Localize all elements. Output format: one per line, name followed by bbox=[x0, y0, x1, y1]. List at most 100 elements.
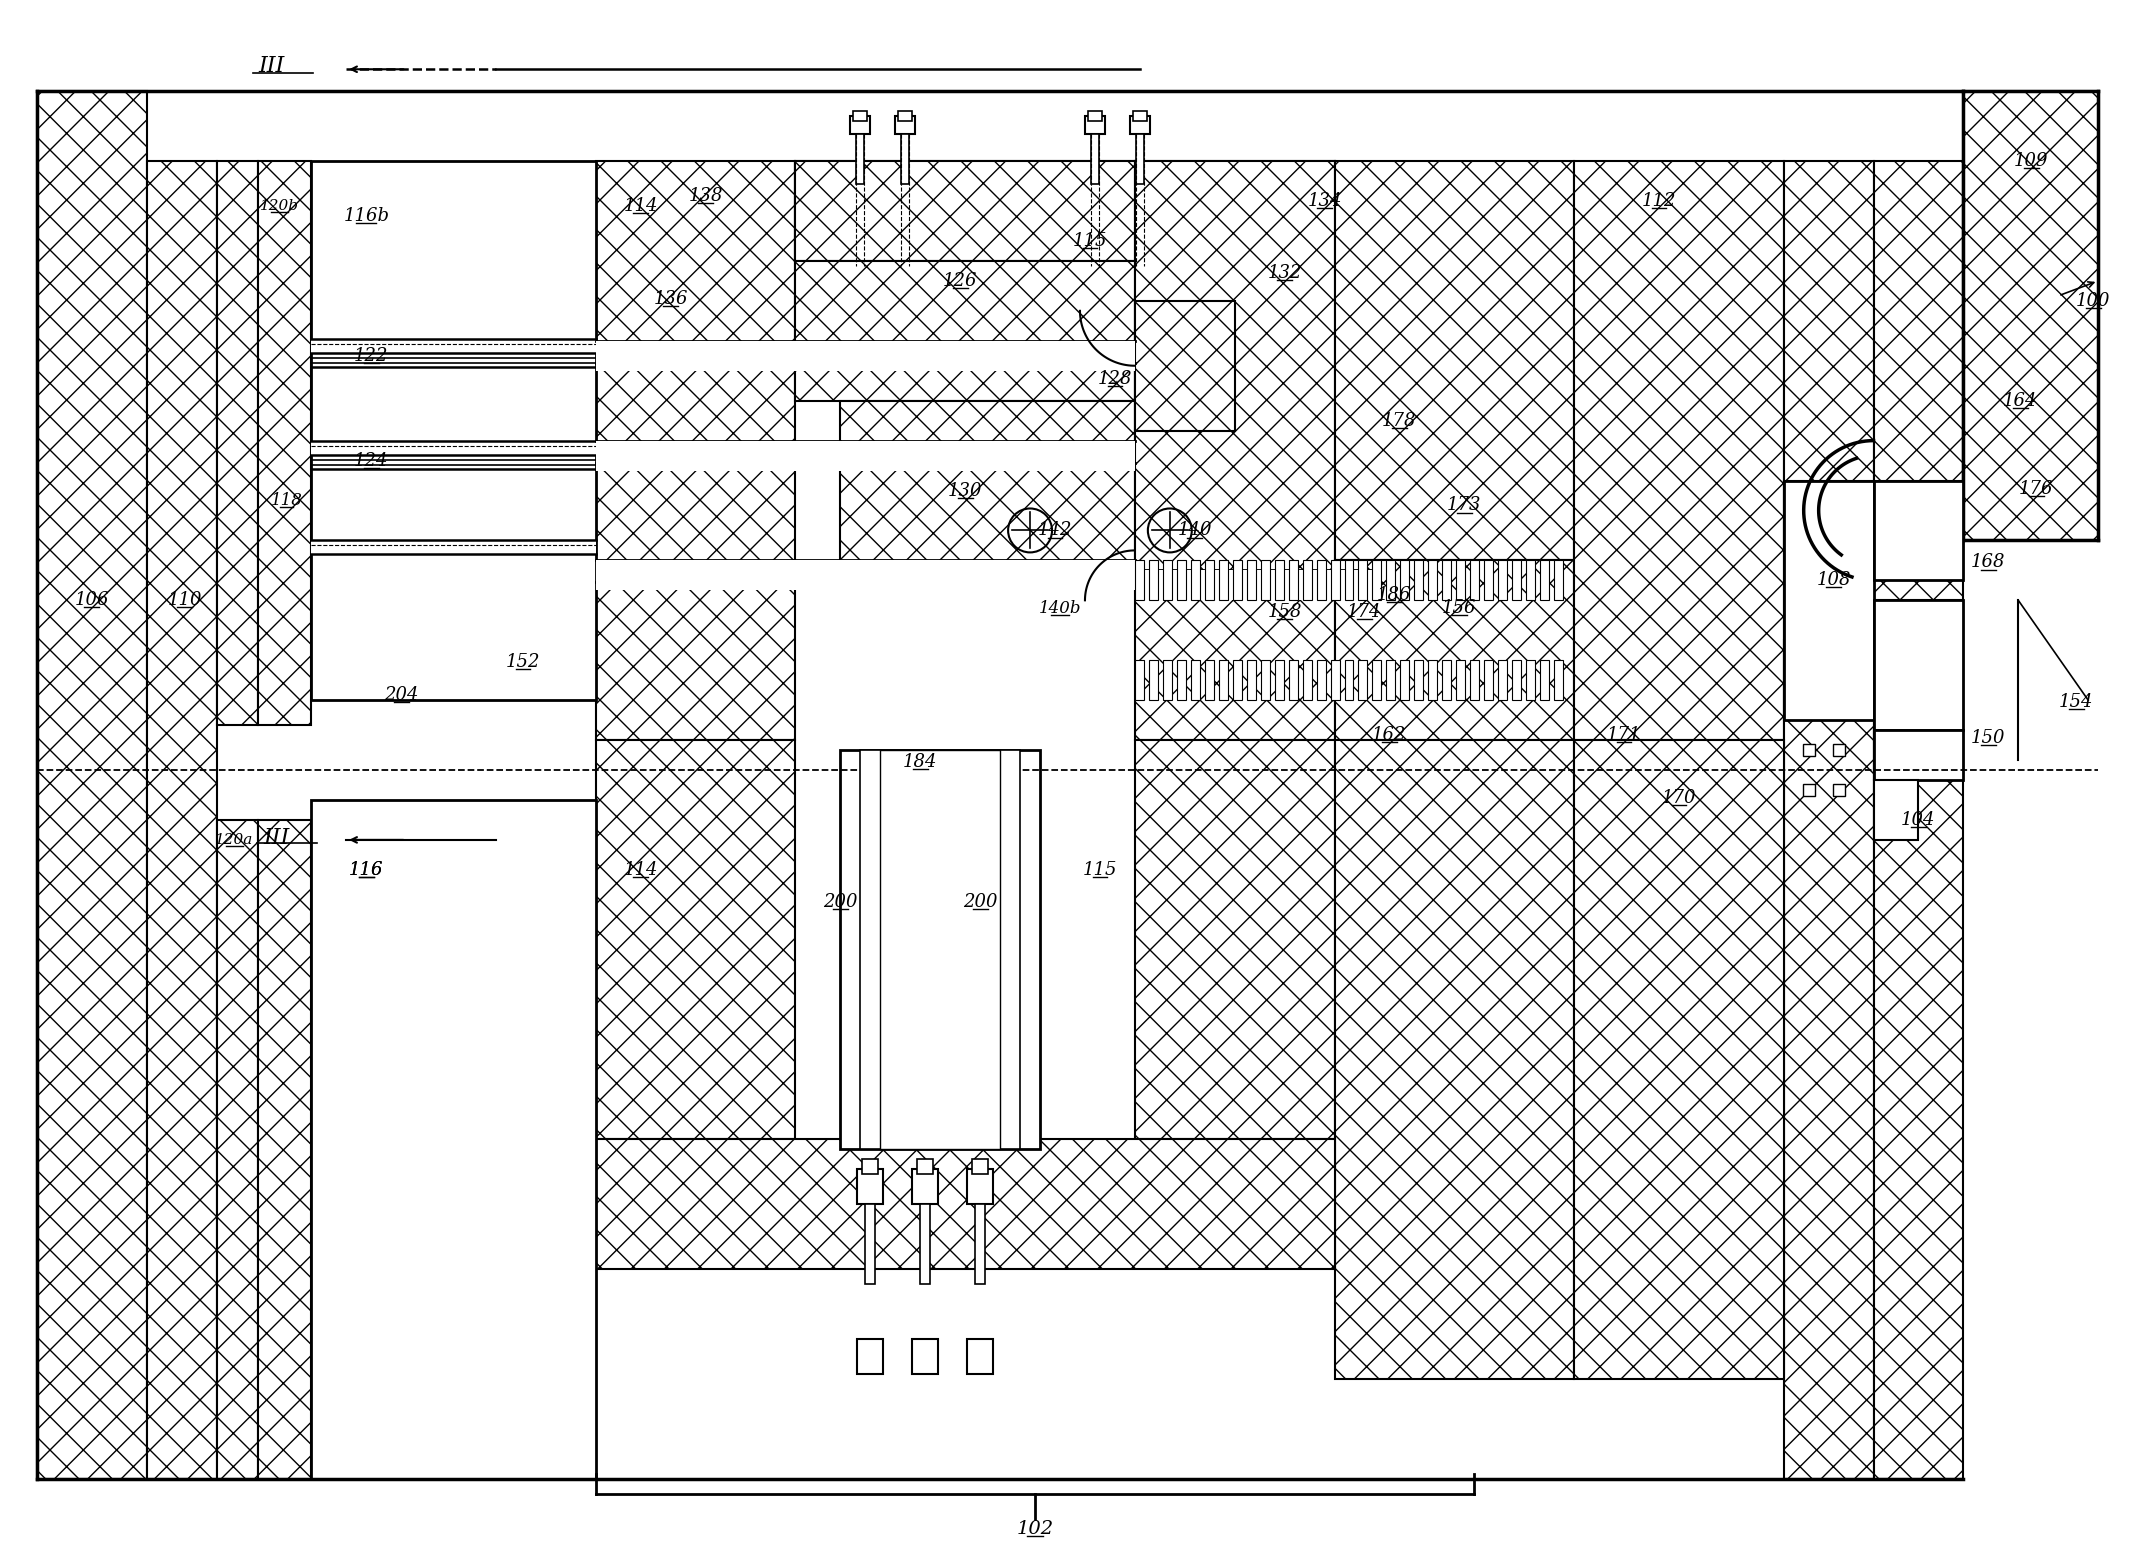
Text: 124: 124 bbox=[355, 451, 389, 470]
Text: 108: 108 bbox=[1816, 571, 1852, 590]
Text: 200: 200 bbox=[822, 893, 859, 910]
Bar bbox=[1784, 481, 1873, 551]
Bar bbox=[1316, 560, 1326, 601]
Text: 114: 114 bbox=[624, 860, 658, 879]
Bar bbox=[1335, 161, 1574, 560]
Bar bbox=[1470, 560, 1480, 601]
Bar bbox=[857, 134, 865, 184]
Bar bbox=[1540, 660, 1549, 701]
Bar bbox=[1574, 161, 1784, 740]
Text: 136: 136 bbox=[654, 290, 688, 308]
Text: 134: 134 bbox=[1307, 192, 1341, 211]
Bar bbox=[1429, 660, 1438, 701]
Bar bbox=[863, 1160, 878, 1174]
Bar bbox=[1232, 660, 1241, 701]
Bar bbox=[596, 740, 795, 1140]
Bar bbox=[1555, 560, 1564, 601]
Bar bbox=[596, 340, 1134, 370]
Text: 110: 110 bbox=[167, 592, 201, 609]
Bar bbox=[1288, 560, 1297, 601]
Bar bbox=[972, 1160, 989, 1174]
Bar bbox=[1303, 660, 1312, 701]
Bar bbox=[1457, 560, 1465, 601]
Bar bbox=[1134, 161, 1335, 261]
Bar bbox=[1275, 660, 1284, 701]
Text: 168: 168 bbox=[1972, 554, 2006, 571]
Bar bbox=[258, 161, 312, 726]
Bar bbox=[839, 401, 1134, 581]
Bar bbox=[1134, 660, 1145, 701]
Bar bbox=[1085, 116, 1104, 134]
Bar bbox=[1275, 560, 1284, 601]
Bar bbox=[1260, 660, 1269, 701]
Bar bbox=[1149, 660, 1158, 701]
Text: 115: 115 bbox=[1083, 860, 1117, 879]
Bar bbox=[1344, 660, 1354, 701]
Text: 158: 158 bbox=[1267, 603, 1301, 621]
Bar bbox=[854, 111, 867, 122]
Bar bbox=[312, 540, 596, 554]
Text: 106: 106 bbox=[75, 592, 109, 609]
Text: 200: 200 bbox=[963, 893, 998, 910]
Text: 126: 126 bbox=[942, 272, 978, 290]
Bar bbox=[147, 161, 216, 1478]
Text: 140b: 140b bbox=[1038, 599, 1081, 617]
Text: 132: 132 bbox=[1267, 264, 1301, 283]
Bar bbox=[1442, 660, 1450, 701]
Bar bbox=[1784, 481, 1873, 720]
Text: 116: 116 bbox=[348, 860, 384, 879]
Bar bbox=[976, 1204, 985, 1285]
Text: 116: 116 bbox=[348, 860, 384, 879]
Bar bbox=[1555, 660, 1564, 701]
Bar bbox=[916, 1160, 933, 1174]
Bar bbox=[1873, 601, 1963, 731]
Text: 118: 118 bbox=[271, 492, 303, 509]
Text: III: III bbox=[263, 827, 290, 849]
Bar bbox=[1232, 560, 1241, 601]
Bar bbox=[1386, 560, 1395, 601]
Text: 154: 154 bbox=[2059, 693, 2093, 712]
Bar bbox=[1220, 660, 1228, 701]
Bar bbox=[1134, 301, 1235, 431]
Bar bbox=[857, 1339, 884, 1374]
Text: 112: 112 bbox=[1643, 192, 1677, 211]
Bar bbox=[1205, 560, 1213, 601]
Bar bbox=[1527, 660, 1536, 701]
Bar bbox=[1162, 660, 1173, 701]
Text: 120a: 120a bbox=[216, 834, 254, 848]
Bar bbox=[795, 161, 1134, 261]
Bar bbox=[1247, 560, 1256, 601]
Bar bbox=[312, 339, 596, 353]
Bar bbox=[968, 1169, 993, 1204]
Bar bbox=[258, 820, 312, 1478]
Bar bbox=[1470, 660, 1480, 701]
Bar bbox=[1373, 660, 1382, 701]
Bar bbox=[1190, 560, 1200, 601]
Bar bbox=[1134, 570, 1373, 601]
Bar bbox=[1873, 601, 1963, 681]
Bar bbox=[1442, 560, 1450, 601]
Bar bbox=[1331, 560, 1339, 601]
Text: 178: 178 bbox=[1382, 412, 1416, 429]
Text: 156: 156 bbox=[1442, 599, 1476, 617]
Bar bbox=[216, 161, 258, 726]
Bar bbox=[1401, 560, 1410, 601]
Text: 114: 114 bbox=[624, 197, 658, 215]
Bar bbox=[1149, 560, 1158, 601]
Bar bbox=[899, 111, 912, 122]
Bar bbox=[1457, 660, 1465, 701]
Bar bbox=[1130, 116, 1149, 134]
Bar bbox=[596, 1140, 1335, 1269]
Bar bbox=[1803, 784, 1816, 796]
Bar bbox=[1134, 161, 1335, 740]
Text: 162: 162 bbox=[1371, 726, 1408, 745]
Text: 164: 164 bbox=[2004, 392, 2038, 409]
Bar bbox=[1316, 660, 1326, 701]
Bar bbox=[1288, 660, 1297, 701]
Bar bbox=[1358, 660, 1367, 701]
Bar bbox=[312, 440, 596, 454]
Text: 100: 100 bbox=[2076, 292, 2110, 309]
Bar bbox=[861, 749, 1021, 1149]
Bar bbox=[968, 1339, 993, 1374]
Text: 102: 102 bbox=[1017, 1520, 1053, 1538]
